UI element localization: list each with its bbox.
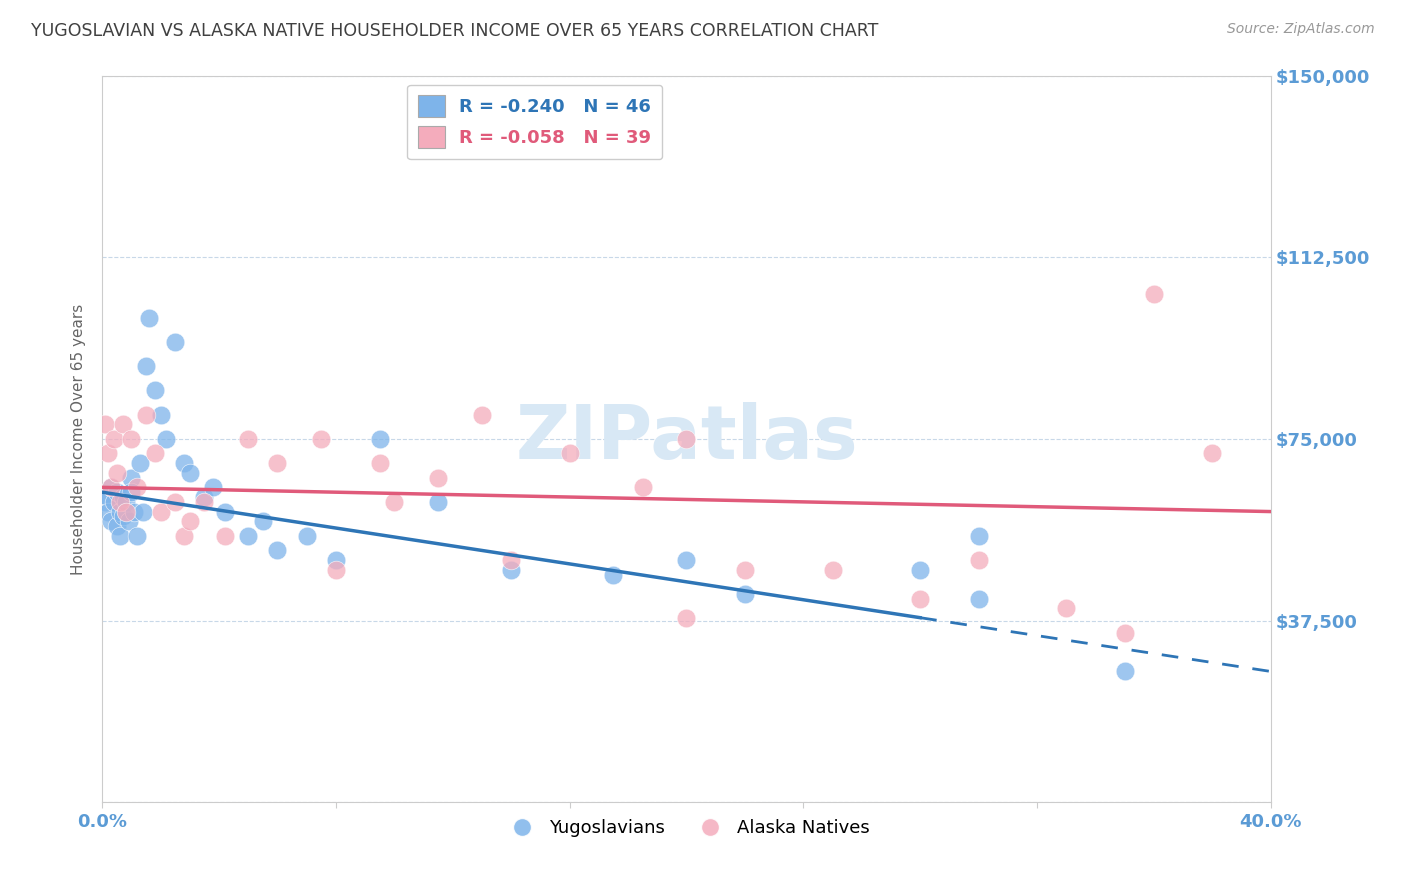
- Point: [631, 480, 654, 494]
- Point: [325, 563, 347, 577]
- Point: [138, 310, 160, 325]
- Point: [165, 495, 187, 509]
- Point: [97, 446, 120, 460]
- Point: [94, 495, 117, 509]
- Point: [103, 495, 125, 509]
- Point: [114, 505, 136, 519]
- Point: [143, 446, 166, 460]
- Point: [967, 591, 990, 606]
- Point: [214, 505, 236, 519]
- Point: [967, 553, 990, 567]
- Point: [1114, 665, 1136, 679]
- Point: [193, 495, 215, 509]
- Point: [97, 490, 120, 504]
- Point: [675, 611, 697, 625]
- Point: [111, 490, 134, 504]
- Y-axis label: Householder Income Over 65 years: Householder Income Over 65 years: [72, 303, 86, 574]
- Point: [821, 563, 844, 577]
- Point: [117, 514, 139, 528]
- Point: [252, 514, 274, 528]
- Point: [127, 480, 149, 494]
- Point: [165, 334, 187, 349]
- Point: [100, 514, 122, 528]
- Point: [97, 505, 120, 519]
- Point: [173, 456, 195, 470]
- Text: ZIPatlas: ZIPatlas: [515, 402, 858, 475]
- Point: [100, 480, 122, 494]
- Point: [202, 480, 225, 494]
- Point: [143, 384, 166, 398]
- Point: [325, 553, 347, 567]
- Point: [132, 505, 155, 519]
- Point: [382, 495, 405, 509]
- Point: [501, 553, 523, 567]
- Point: [266, 543, 288, 558]
- Point: [471, 408, 494, 422]
- Point: [100, 480, 122, 494]
- Point: [266, 456, 288, 470]
- Point: [908, 591, 931, 606]
- Point: [173, 529, 195, 543]
- Point: [149, 505, 172, 519]
- Point: [238, 432, 260, 446]
- Point: [214, 529, 236, 543]
- Point: [129, 456, 152, 470]
- Point: [238, 529, 260, 543]
- Point: [675, 553, 697, 567]
- Point: [558, 446, 581, 460]
- Point: [1114, 625, 1136, 640]
- Point: [1143, 286, 1166, 301]
- Point: [155, 432, 177, 446]
- Point: [103, 432, 125, 446]
- Point: [120, 470, 142, 484]
- Point: [120, 432, 142, 446]
- Point: [675, 432, 697, 446]
- Point: [108, 495, 131, 509]
- Point: [602, 567, 624, 582]
- Point: [135, 359, 157, 374]
- Point: [105, 519, 128, 533]
- Point: [120, 485, 142, 500]
- Point: [368, 432, 391, 446]
- Point: [135, 408, 157, 422]
- Point: [111, 417, 134, 432]
- Point: [368, 456, 391, 470]
- Text: YUGOSLAVIAN VS ALASKA NATIVE HOUSEHOLDER INCOME OVER 65 YEARS CORRELATION CHART: YUGOSLAVIAN VS ALASKA NATIVE HOUSEHOLDER…: [31, 22, 879, 40]
- Legend: Yugoslavians, Alaska Natives: Yugoslavians, Alaska Natives: [496, 812, 877, 844]
- Point: [295, 529, 318, 543]
- Point: [108, 529, 131, 543]
- Point: [105, 485, 128, 500]
- Point: [734, 587, 756, 601]
- Point: [427, 495, 450, 509]
- Point: [179, 514, 201, 528]
- Point: [734, 563, 756, 577]
- Point: [111, 509, 134, 524]
- Point: [1054, 601, 1077, 615]
- Point: [124, 505, 146, 519]
- Text: Source: ZipAtlas.com: Source: ZipAtlas.com: [1227, 22, 1375, 37]
- Point: [193, 490, 215, 504]
- Point: [501, 563, 523, 577]
- Point: [149, 408, 172, 422]
- Point: [1201, 446, 1223, 460]
- Point: [427, 470, 450, 484]
- Point: [127, 529, 149, 543]
- Point: [967, 529, 990, 543]
- Point: [908, 563, 931, 577]
- Point: [179, 466, 201, 480]
- Point: [311, 432, 333, 446]
- Point: [94, 417, 117, 432]
- Point: [114, 495, 136, 509]
- Point: [108, 505, 131, 519]
- Point: [105, 466, 128, 480]
